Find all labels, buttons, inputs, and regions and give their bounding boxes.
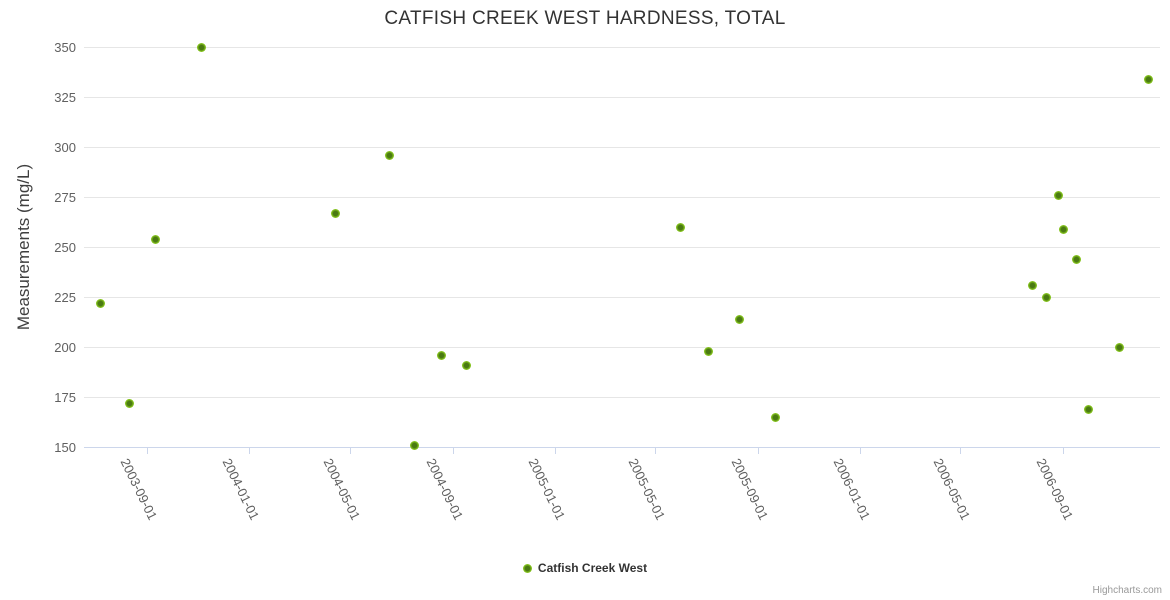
data-point[interactable]	[437, 350, 447, 360]
data-point[interactable]	[150, 234, 160, 244]
legend-label: Catfish Creek West	[537, 561, 648, 575]
data-point[interactable]	[704, 346, 714, 356]
y-gridline	[84, 197, 1160, 198]
x-tick-label: 2006-09-01	[1033, 456, 1077, 523]
x-tick-label: 2006-05-01	[930, 456, 974, 523]
y-tick-label: 250	[54, 240, 76, 255]
legend: Catfish Creek West	[0, 561, 1170, 575]
x-tick-mark	[146, 448, 148, 454]
data-point[interactable]	[1083, 404, 1093, 414]
y-tick-label: 200	[54, 340, 76, 355]
x-tick-mark	[1063, 448, 1065, 454]
x-tick-label: 2005-09-01	[728, 456, 771, 523]
legend-item-catfish-creek-west[interactable]: Catfish Creek West	[522, 561, 648, 575]
x-tick-label: 2003-09-01	[117, 456, 160, 523]
series-marker-icon	[522, 563, 532, 573]
x-tick-label: 2005-05-01	[625, 456, 669, 523]
data-point[interactable]	[1143, 74, 1153, 84]
y-tick-label: 350	[54, 40, 76, 55]
data-point[interactable]	[1053, 190, 1063, 200]
x-tick-mark	[655, 448, 657, 454]
data-point[interactable]	[462, 360, 472, 370]
x-tick-mark	[859, 448, 861, 454]
x-tick-label: 2004-01-01	[219, 456, 262, 523]
y-gridline	[84, 397, 1160, 398]
y-gridline	[84, 47, 1160, 48]
y-tick-label: 300	[54, 140, 76, 155]
y-gridline	[84, 297, 1160, 298]
x-tick-label: 2004-05-01	[320, 456, 364, 523]
y-tick-label: 325	[54, 90, 76, 105]
y-tick-label: 150	[54, 440, 76, 455]
data-point[interactable]	[1071, 254, 1081, 264]
x-tick-mark	[349, 448, 351, 454]
data-point[interactable]	[409, 440, 419, 450]
chart-title: CATFISH CREEK WEST HARDNESS, TOTAL	[384, 8, 786, 29]
data-point[interactable]	[734, 314, 744, 324]
data-point[interactable]	[197, 42, 207, 52]
x-axis-line	[84, 447, 1160, 448]
y-gridline	[84, 247, 1160, 248]
y-tick-label: 275	[54, 190, 76, 205]
data-point[interactable]	[1058, 224, 1068, 234]
y-tick-label: 175	[54, 390, 76, 405]
y-tick-label: 225	[54, 290, 76, 305]
data-point[interactable]	[1114, 342, 1124, 352]
x-tick-mark	[757, 448, 759, 454]
x-tick-mark	[960, 448, 962, 454]
x-tick-label: 2005-01-01	[525, 456, 568, 523]
data-point[interactable]	[770, 412, 780, 422]
y-gridline	[84, 347, 1160, 348]
y-gridline	[84, 97, 1160, 98]
data-point[interactable]	[1028, 280, 1038, 290]
data-point[interactable]	[125, 398, 135, 408]
y-gridline	[84, 147, 1160, 148]
x-tick-mark	[452, 448, 454, 454]
x-tick-label: 2006-01-01	[830, 456, 873, 523]
x-tick-mark	[248, 448, 250, 454]
data-point[interactable]	[96, 298, 106, 308]
data-point[interactable]	[331, 208, 341, 218]
x-tick-label: 2004-09-01	[423, 456, 466, 523]
data-point[interactable]	[675, 222, 685, 232]
highcharts-credits-link[interactable]: Highcharts.com	[1092, 585, 1162, 596]
x-tick-mark	[554, 448, 556, 454]
data-point[interactable]	[1041, 292, 1051, 302]
data-point[interactable]	[384, 150, 394, 160]
